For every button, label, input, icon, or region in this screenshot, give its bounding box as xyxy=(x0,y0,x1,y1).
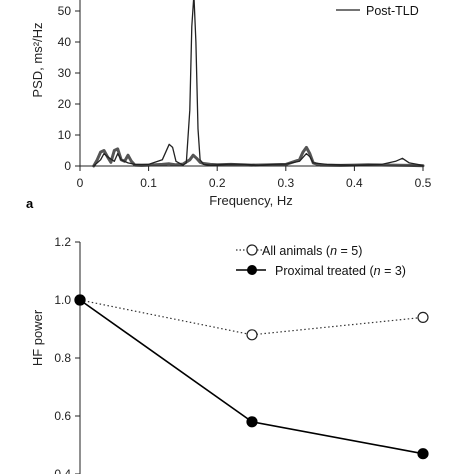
legend-label-proximal-b: = 3) xyxy=(381,264,406,278)
legend-label-all-animals-b: = 5) xyxy=(337,244,362,258)
hf-point-0-1 xyxy=(246,329,258,341)
hf-y-ticks: 0.4 0.6 0.8 1.0 1.2 xyxy=(54,235,80,474)
psd-y-tick-label: 10 xyxy=(58,128,72,142)
hf-y-tick-label: 0.4 xyxy=(54,467,71,474)
psd-series-line-0 xyxy=(92,145,425,168)
legend-marker-all-animals xyxy=(246,244,258,256)
panel-label-a: a xyxy=(26,196,34,211)
hf-series-line-1 xyxy=(79,299,424,455)
psd-x-label: Frequency, Hz xyxy=(209,193,293,208)
hf-point-1-0 xyxy=(74,294,86,306)
psd-series-line-1 xyxy=(93,0,424,167)
psd-x-tick-label: 0.4 xyxy=(346,176,363,190)
psd-y-label: PSD, ms²/Hz xyxy=(30,22,45,97)
psd-y-tick-label: 40 xyxy=(58,35,72,49)
hf-point-1-2 xyxy=(417,448,429,460)
hf-y-tick-label: 0.8 xyxy=(54,351,71,365)
psd-x-tick-label: 0 xyxy=(77,176,84,190)
hf-y-label: HF power xyxy=(30,309,45,366)
psd-x-tick-label: 0.1 xyxy=(140,176,157,190)
psd-y-ticks: 0 10 20 30 40 50 xyxy=(58,4,80,173)
psd-x-tick-label: 0.2 xyxy=(209,176,226,190)
psd-legend-label: Post-TLD xyxy=(366,4,419,18)
legend-label-proximal-n: n xyxy=(374,264,381,278)
hf-power-chart: 0.4 0.6 0.8 1.0 1.2 HF power All animals (n … xyxy=(30,235,429,474)
psd-x-tick-label: 0.3 xyxy=(277,176,294,190)
psd-y-tick-label: 0 xyxy=(64,159,71,173)
psd-series-group xyxy=(92,0,425,168)
legend-label-proximal: Proximal treated (n = 3) xyxy=(275,264,406,278)
hf-point-1-1 xyxy=(246,416,258,428)
legend-label-all-animals-a: All animals ( xyxy=(262,244,331,258)
hf-y-tick-label: 1.0 xyxy=(54,293,71,307)
hf-y-tick-label: 0.6 xyxy=(54,409,71,423)
psd-x-ticks: 0 0.1 0.2 0.3 0.4 0.5 xyxy=(77,166,432,190)
psd-chart: 0 0.1 0.2 0.3 0.4 0.5 0 10 20 30 40 50 Frequency, … xyxy=(26,0,432,211)
legend-label-proximal-a: Proximal treated ( xyxy=(275,264,374,278)
hf-series-group xyxy=(74,294,429,460)
psd-legend: Post-TLD xyxy=(336,4,419,18)
psd-y-tick-label: 50 xyxy=(58,4,72,18)
legend-marker-proximal xyxy=(247,265,257,275)
psd-y-tick-label: 20 xyxy=(58,97,72,111)
legend-label-all-animals-n: n xyxy=(330,244,337,258)
psd-x-tick-label: 0.5 xyxy=(415,176,432,190)
psd-y-tick-label: 30 xyxy=(58,66,72,80)
legend-label-all-animals: All animals (n = 5) xyxy=(262,244,362,258)
hf-legend: All animals (n = 5) Proximal treated (n … xyxy=(236,244,406,278)
hf-point-0-2 xyxy=(417,311,429,323)
hf-y-tick-label: 1.2 xyxy=(54,235,71,249)
